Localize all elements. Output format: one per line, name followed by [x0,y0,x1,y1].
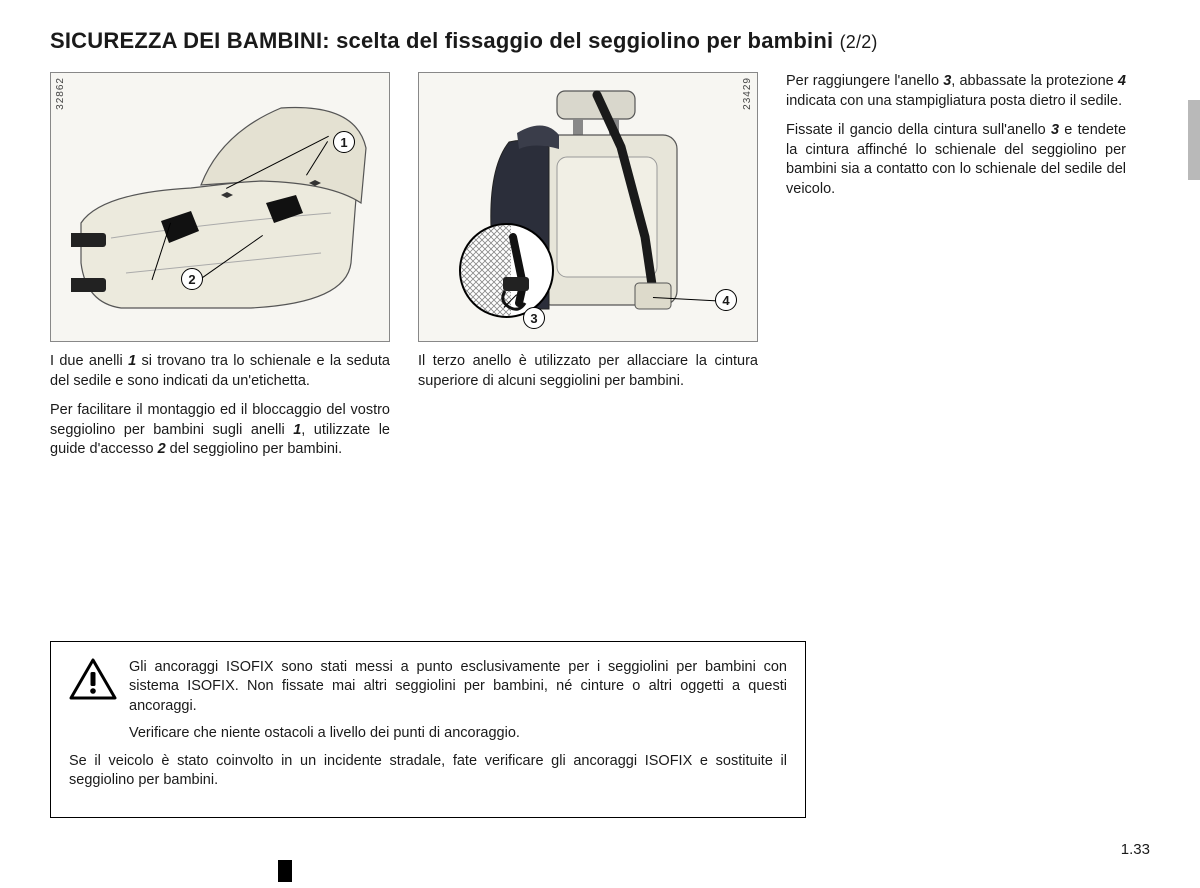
section-thumb-tab [1188,100,1200,180]
figure-2-callout-3: 3 [523,307,545,329]
figure-2-id: 23429 [742,77,753,110]
right-paragraph-2: Fissate il gancio della cintura sull'ane… [786,121,1126,199]
figure-2: 23429 [418,72,758,342]
title-main: SICUREZZA DEI BAMBINI: [50,28,330,53]
warning-box: Gli ancoraggi ISOFIX sono stati messi a … [50,641,806,818]
page-title: SICUREZZA DEI BAMBINI: scelta del fissag… [50,28,1150,54]
title-sub: scelta del fissaggio del seggiolino per … [330,28,840,53]
figure-1-id: 32862 [55,77,66,110]
right-paragraph-1: Per raggiungere l'anello 3, abbassate la… [786,72,1126,111]
title-pagepart: (2/2) [840,32,878,52]
figure-1-callout-2: 2 [181,268,203,290]
page-number: 1.33 [1121,841,1150,858]
figure-1-caption-2: Per facilitare il montaggio ed il blocca… [50,401,390,460]
figure-2-caption: Il terzo anello è utilizzato per allacci… [418,352,758,391]
figure-1-callout-1: 1 [333,131,355,153]
figure-2-callout-4: 4 [715,289,737,311]
warning-paragraph-1: Gli ancoraggi ISOFIX sono stati messi a … [69,658,787,717]
warning-icon [69,658,117,700]
content-columns: 32862 [50,72,1150,470]
warning-paragraph-3: Se il veicolo è stato coinvolto in un in… [69,752,787,791]
column-right: Per raggiungere l'anello 3, abbassate la… [786,72,1126,470]
footer-thumb-marker [278,860,292,882]
figure-1-caption-1: I due anelli 1 si trovano tra lo schiena… [50,352,390,391]
column-middle: 23429 [418,72,758,470]
warning-paragraph-2: Verificare che niente ostacoli a livello… [129,724,787,744]
column-left: 32862 [50,72,390,470]
figure-1: 32862 [50,72,390,342]
